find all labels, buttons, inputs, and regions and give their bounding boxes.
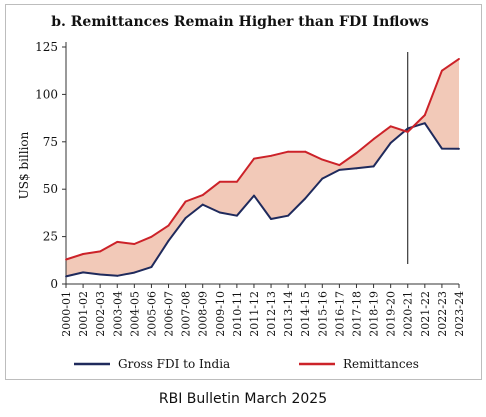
x-tick-label: 2021-22 <box>419 291 432 337</box>
remittances-point <box>150 235 153 238</box>
remittances-point <box>253 157 255 160</box>
y-tick-label: 75 <box>43 135 58 149</box>
remittances-point <box>133 243 136 245</box>
legend-label-remittances: Remittances <box>343 357 419 371</box>
y-tick-label: 25 <box>43 230 58 244</box>
source-note: RBI Bulletin March 2025 <box>158 391 328 407</box>
y-tick-label: 50 <box>43 182 58 196</box>
gross-fdi-to-india-point <box>133 271 136 274</box>
x-tick-label: 2005-06 <box>145 291 158 337</box>
gross-fdi-to-india-point <box>116 274 119 277</box>
remittances-point <box>99 250 102 253</box>
remittances-point <box>235 180 238 183</box>
remittances-point <box>167 224 170 227</box>
x-tick-label: 2014-15 <box>299 291 312 337</box>
x-tick-label: 2018-19 <box>368 291 381 337</box>
x-tick-label: 2003-04 <box>111 291 124 337</box>
gross-fdi-to-india-point <box>218 211 221 214</box>
remittances-point <box>321 158 324 161</box>
x-tick-label: 2020-21 <box>402 291 415 337</box>
remittances-point <box>304 150 307 153</box>
chart: b. Remittances Remain Higher than FDI In… <box>17 14 466 371</box>
remittances-point <box>406 131 409 133</box>
gross-fdi-to-india-point <box>65 275 67 278</box>
gross-fdi-to-india-line <box>65 122 460 278</box>
y-tick-label: 125 <box>35 40 58 54</box>
x-tick-label: 2008-09 <box>197 291 210 337</box>
remittances-point <box>116 241 119 243</box>
x-tick-label: 2016-17 <box>333 291 346 337</box>
y-tick-label: 100 <box>35 87 58 101</box>
x-tick-label: 2007-08 <box>180 291 193 337</box>
x-tick-label: 2010-11 <box>231 291 244 337</box>
remittances-point <box>441 69 443 72</box>
remittances-point <box>458 58 460 60</box>
y-tick-label: 0 <box>50 277 58 291</box>
x-tick-label: 2013-14 <box>282 291 295 337</box>
gross-fdi-to-india-point <box>184 217 187 219</box>
gross-fdi-to-india-point <box>355 167 358 170</box>
gross-fdi-to-india-point <box>441 147 443 150</box>
x-tick-label: 2002-03 <box>94 291 107 337</box>
y-axis-label: US$ billion <box>17 131 31 199</box>
gross-fdi-to-india-point <box>270 218 272 220</box>
x-tick-label: 2006-07 <box>163 291 176 337</box>
gross-fdi-to-india-point <box>372 165 375 168</box>
gross-fdi-to-india-point <box>338 168 341 171</box>
chart-title: b. Remittances Remain Higher than FDI In… <box>51 14 429 30</box>
x-tick-label: 2000-01 <box>60 291 73 337</box>
x-tick-label: 2017-18 <box>351 291 364 337</box>
remittances-point <box>423 114 426 116</box>
x-tick-label: 2011-12 <box>248 291 261 337</box>
x-tick-label: 2023-24 <box>453 291 466 337</box>
gross-fdi-to-india-point <box>235 214 238 217</box>
remittances-point <box>389 125 392 128</box>
x-tick-label: 2012-13 <box>265 291 278 337</box>
gross-fdi-to-india-point <box>201 203 204 206</box>
x-tick-label: 2022-23 <box>436 291 449 337</box>
remittances-point <box>218 180 221 183</box>
x-tick-label: 2015-16 <box>316 291 329 337</box>
gross-fdi-to-india-point <box>253 194 255 197</box>
gross-fdi-to-india-point <box>99 273 102 276</box>
gross-fdi-to-india-point <box>287 214 290 217</box>
x-tick-label: 2009-10 <box>214 291 227 337</box>
gross-fdi-to-india-point <box>321 177 324 180</box>
gross-fdi-to-india-point <box>82 271 84 274</box>
remittances-line <box>65 58 460 261</box>
x-tick-label: 2001-02 <box>77 291 90 337</box>
gross-fdi-to-india-point <box>304 197 307 200</box>
x-tick-label: 2004-05 <box>128 291 141 337</box>
gross-fdi-to-india-point <box>150 266 153 269</box>
remittances-point <box>270 154 272 157</box>
gross-fdi-to-india-point <box>458 147 460 150</box>
x-tick-label: 2019-20 <box>385 291 398 337</box>
gross-fdi-to-india-point <box>406 127 409 130</box>
remittances-point <box>82 253 84 255</box>
remittances-point <box>184 200 187 203</box>
gap-shading <box>66 58 459 277</box>
legend-label-gross-fdi-to-india: Gross FDI to India <box>118 357 230 371</box>
remittances-point <box>338 164 341 167</box>
plot-area: 0 25 50 75 100 125 2000-01 2001-02 2002-03 2003-0… <box>35 40 466 371</box>
gross-fdi-to-india-point <box>389 142 392 144</box>
remittances-point <box>287 150 290 153</box>
remittances-point <box>372 138 375 141</box>
gross-fdi-to-india-point <box>423 122 426 125</box>
gross-fdi-to-india-point <box>167 239 170 242</box>
remittances-point <box>355 152 358 154</box>
remittances-point <box>201 194 204 196</box>
remittances-point <box>65 258 67 261</box>
